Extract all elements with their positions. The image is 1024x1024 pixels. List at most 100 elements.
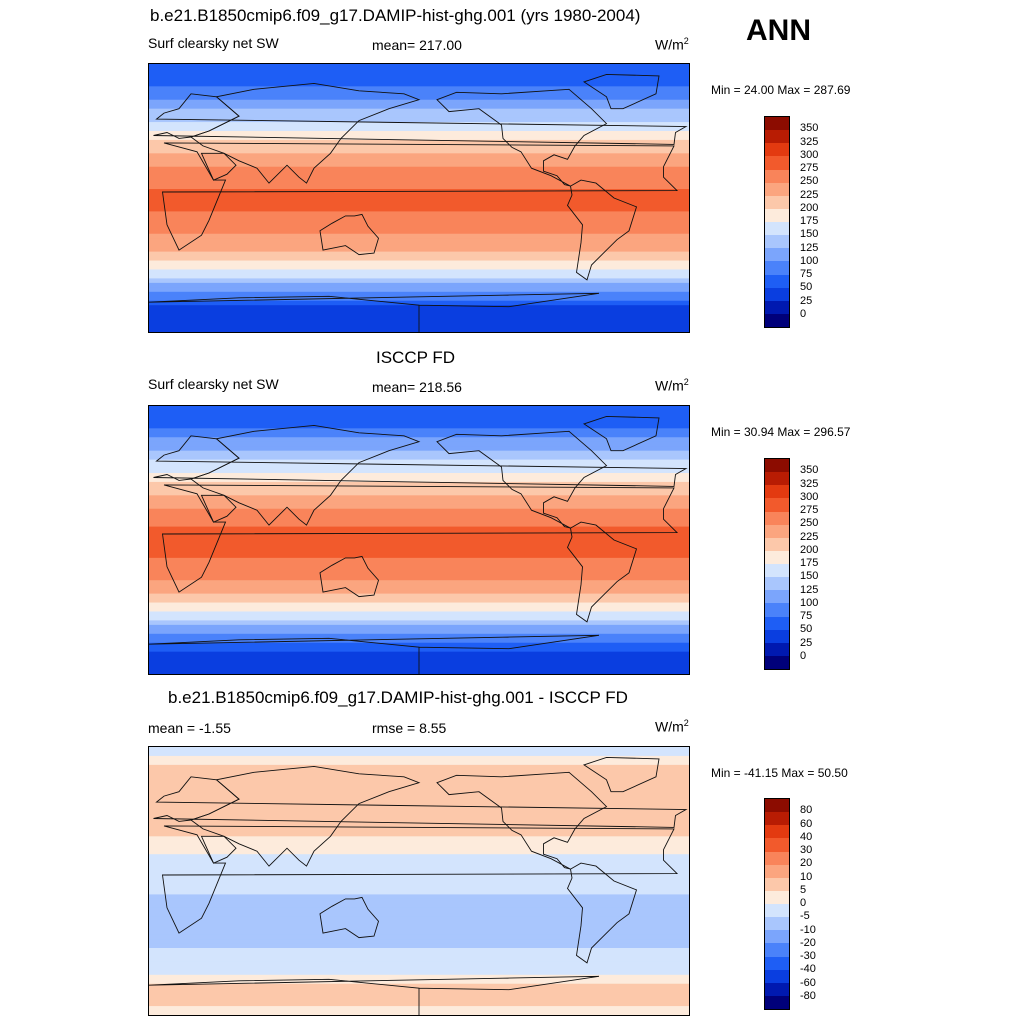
colorbar-swatch bbox=[765, 629, 789, 643]
panel-3-lat-band bbox=[149, 948, 689, 954]
panel-2-coastline-australia bbox=[319, 555, 380, 598]
season-label: ANN bbox=[746, 14, 811, 47]
panel-3-lat-band bbox=[149, 796, 689, 802]
colorbar-swatch bbox=[765, 130, 789, 144]
panel-1-lat-band bbox=[149, 175, 689, 181]
panel-3-lat-band bbox=[149, 894, 689, 900]
colorbar-swatch bbox=[765, 969, 789, 983]
panel-1-lat-band bbox=[149, 122, 689, 128]
colorbar-swatch bbox=[765, 313, 789, 327]
panel-2-lat-band bbox=[149, 428, 689, 434]
panel-1-lat-band bbox=[149, 229, 689, 235]
panel-3-lat-band bbox=[149, 764, 689, 770]
colorbar-tick-label: 125 bbox=[800, 583, 819, 596]
colorbar-tick-label: 50 bbox=[800, 281, 813, 294]
colorbar-tick-label: 200 bbox=[800, 201, 819, 214]
panel-3-lat-band bbox=[149, 751, 689, 757]
colorbar-tick-label: 75 bbox=[800, 268, 813, 280]
colorbar-swatch bbox=[765, 982, 789, 996]
panel-2-lat-band bbox=[149, 517, 689, 523]
panel-2-lat-band bbox=[149, 446, 689, 452]
panel-1-lat-band bbox=[149, 247, 689, 253]
panel-2-lat-band bbox=[149, 504, 689, 510]
colorbar-tick-label: 325 bbox=[800, 135, 819, 148]
panel-1-coastline-asia bbox=[190, 82, 421, 184]
colorbar-tick-label: 10 bbox=[800, 870, 813, 883]
colorbar-tick-label: 25 bbox=[800, 294, 813, 307]
panel-3-coastline-arabia bbox=[200, 835, 237, 864]
panel-1-lat-band bbox=[149, 296, 689, 302]
panel-1-coastline-samerica bbox=[566, 179, 638, 281]
colorbar-swatch bbox=[765, 143, 789, 157]
panel-2-lat-band bbox=[149, 607, 689, 613]
panel-1-units-sup: 2 bbox=[683, 36, 689, 46]
colorbar-tick-label: 75 bbox=[800, 610, 813, 622]
colorbar-tick-label: 275 bbox=[800, 504, 819, 516]
panel-2-mean-label: mean= 218.56 bbox=[372, 379, 462, 395]
colorbar-swatch bbox=[765, 472, 789, 486]
panel-2-units: W/m2 bbox=[655, 377, 689, 394]
panel-2-lat-band bbox=[149, 441, 689, 447]
panel-1-lat-band bbox=[149, 153, 689, 159]
panel-3-lat-band bbox=[149, 809, 689, 815]
panel-3-lat-band bbox=[149, 778, 689, 784]
panel-2-lat-band bbox=[149, 598, 689, 604]
colorbar-swatch bbox=[765, 956, 789, 970]
panel-2-map-svg bbox=[149, 406, 689, 674]
panel-3-lat-band bbox=[149, 814, 689, 820]
panel-2-lat-band bbox=[149, 629, 689, 635]
panel-2-lat-band bbox=[149, 419, 689, 425]
panel-1-lat-band bbox=[149, 220, 689, 226]
colorbar-tick-label: -10 bbox=[800, 923, 816, 936]
panel-1-coastline-africa bbox=[161, 142, 679, 251]
panel-1-units: W/m2 bbox=[655, 36, 689, 53]
colorbar-tick-label: 150 bbox=[800, 228, 819, 241]
colorbar-swatch bbox=[765, 550, 789, 564]
panel-2-lat-band bbox=[149, 495, 689, 501]
colorbar-tick-label: 350 bbox=[800, 464, 819, 477]
panel-2-lat-band bbox=[149, 468, 689, 474]
panel-2-lat-band bbox=[149, 486, 689, 492]
panel-1-lat-band bbox=[149, 64, 689, 70]
panel-2-coastline-antarctica bbox=[149, 634, 600, 674]
colorbar-swatch bbox=[765, 943, 789, 957]
colorbar-tick-label: 100 bbox=[800, 596, 819, 609]
colorbar-swatch bbox=[765, 577, 789, 591]
colorbar-swatch bbox=[765, 864, 789, 878]
panel-1-lat-band bbox=[149, 180, 689, 186]
panel-2-lat-band bbox=[149, 562, 689, 568]
panel-1-lat-band bbox=[149, 215, 689, 221]
panel-1-lat-band bbox=[149, 81, 689, 87]
panel-3-lat-band bbox=[149, 822, 689, 828]
panel-2-coastline-africa bbox=[161, 484, 679, 593]
panel-3-lat-band bbox=[149, 876, 689, 882]
panel-1-lat-band bbox=[149, 278, 689, 284]
colorbar-tick-label: 175 bbox=[800, 215, 819, 227]
panel-1-lat-band bbox=[149, 139, 689, 145]
colorbar-swatch bbox=[765, 825, 789, 839]
panel-3-lat-band bbox=[149, 881, 689, 887]
colorbar-swatch bbox=[765, 208, 789, 222]
panel-3-lat-band bbox=[149, 782, 689, 788]
panel-2-lat-band bbox=[149, 540, 689, 546]
panel-3-lat-band bbox=[149, 889, 689, 895]
colorbar-tick-label: -5 bbox=[800, 910, 810, 923]
panel-3-coastline-antarctica bbox=[149, 975, 600, 1015]
panel-2-coastline-asia bbox=[190, 424, 421, 526]
panel-1-lat-band bbox=[149, 157, 689, 163]
colorbar-swatch bbox=[765, 156, 789, 170]
panel-1-variable-label: Surf clearsky net SW bbox=[148, 35, 279, 51]
panel-1-minmax: Min = 24.00 Max = 287.69 bbox=[711, 83, 851, 97]
panel-1-lat-band bbox=[149, 171, 689, 177]
colorbar-tick-label: -30 bbox=[800, 950, 816, 962]
colorbar-tick-label: 325 bbox=[800, 477, 819, 490]
panel-3-lat-band bbox=[149, 854, 689, 860]
panel-1-lat-band bbox=[149, 166, 689, 172]
colorbar-swatch bbox=[765, 812, 789, 826]
panel-2-lat-band bbox=[149, 526, 689, 532]
colorbar-swatch bbox=[765, 877, 789, 891]
colorbar-tick-label: 80 bbox=[800, 804, 813, 817]
colorbar-swatch bbox=[765, 851, 789, 865]
panel-2-lat-band bbox=[149, 473, 689, 479]
panel-2-units-text: W/m bbox=[655, 377, 684, 394]
